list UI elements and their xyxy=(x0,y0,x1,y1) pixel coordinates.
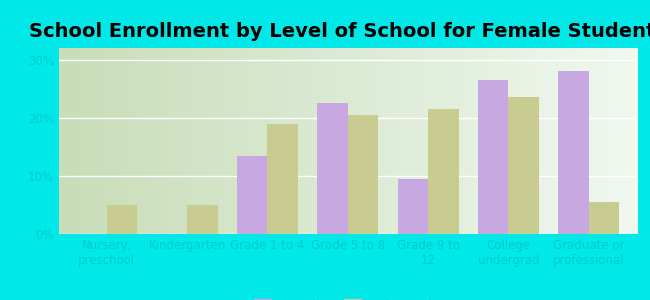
Bar xyxy=(589,202,619,234)
Legend: Gratiot, Wisconsin: Gratiot, Wisconsin xyxy=(249,293,447,300)
Title: School Enrollment by Level of School for Female Students: School Enrollment by Level of School for… xyxy=(29,22,650,41)
Bar xyxy=(317,103,348,234)
Bar xyxy=(558,71,589,234)
Bar xyxy=(267,124,298,234)
Bar xyxy=(478,80,508,234)
Bar xyxy=(187,205,218,234)
Bar xyxy=(237,155,267,234)
Bar xyxy=(398,179,428,234)
Bar xyxy=(107,205,137,234)
Bar xyxy=(428,109,459,234)
Bar xyxy=(508,98,539,234)
Bar xyxy=(348,115,378,234)
